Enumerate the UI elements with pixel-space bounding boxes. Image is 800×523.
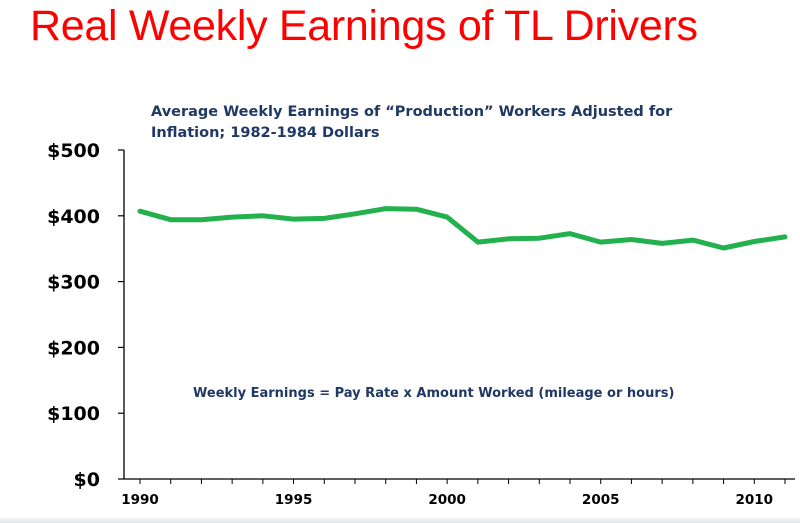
x-tick-label: 2000 — [428, 492, 466, 508]
x-tick-label: 1995 — [275, 492, 313, 508]
x-tick-label: 2005 — [582, 492, 620, 508]
footer-band — [0, 516, 800, 523]
x-axis: 1990 1995 2000 2005 2010 — [121, 478, 795, 508]
x-tick-label: 1990 — [121, 492, 159, 508]
y-tick-label: $500 — [47, 140, 100, 162]
y-tick-label: $0 — [74, 469, 100, 491]
chart-title: Average Weekly Earnings of “Production” … — [151, 104, 673, 141]
x-tick-label: 2010 — [735, 492, 773, 508]
chart-annotation: Weekly Earnings = Pay Rate x Amount Work… — [193, 386, 675, 401]
y-tick-label: $100 — [47, 403, 100, 425]
y-tick-label: $400 — [47, 206, 100, 228]
y-tick-label: $300 — [47, 272, 100, 294]
series-line — [137, 206, 788, 251]
slide-title: Real Weekly Earnings of TL Drivers — [30, 2, 698, 50]
y-tick-label: $200 — [47, 337, 100, 359]
y-axis: $0 $100 $200 $300 $400 $500 — [47, 140, 125, 491]
series-layer — [137, 206, 788, 251]
